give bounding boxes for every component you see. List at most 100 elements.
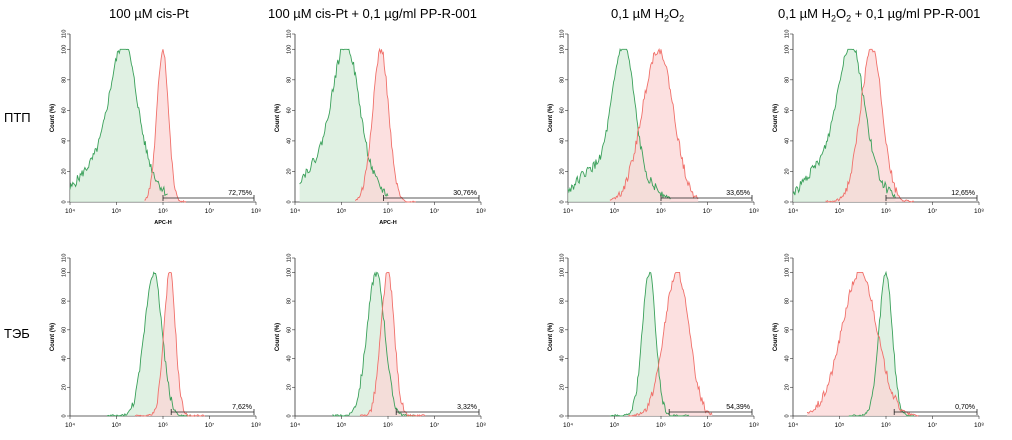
y-tick-label: 60 bbox=[559, 327, 565, 333]
control-histogram-line bbox=[567, 48, 671, 200]
y-tick-label: 60 bbox=[61, 327, 67, 333]
control-histogram-fill bbox=[70, 49, 168, 202]
x-tick-label: 10⁶ bbox=[881, 422, 891, 429]
y-axis-label: Count (%) bbox=[275, 323, 281, 351]
y-tick-label: 20 bbox=[559, 384, 565, 390]
treated-histogram-line bbox=[609, 47, 699, 201]
y-tick-label: 40 bbox=[559, 355, 565, 361]
y-tick-label: 110 bbox=[61, 30, 67, 39]
x-tick-label: 10⁴ bbox=[290, 422, 300, 429]
x-tick-label: 10⁵ bbox=[112, 208, 122, 215]
treated-histogram-line bbox=[134, 271, 205, 417]
histogram-panel bbox=[565, 257, 755, 419]
treated-histogram-line bbox=[355, 47, 417, 203]
y-axis-label: Count (%) bbox=[548, 104, 554, 132]
y-tick-label: 0 bbox=[61, 414, 67, 417]
x-tick-label: 10⁶ bbox=[383, 208, 393, 215]
treated-histogram-line bbox=[825, 48, 915, 203]
y-tick-label: 0 bbox=[784, 200, 790, 203]
x-tick-label: 10⁷ bbox=[703, 208, 713, 215]
y-tick-label: 100 bbox=[61, 45, 67, 54]
histogram-panel bbox=[292, 33, 482, 205]
x-tick-label: 10⁴ bbox=[563, 208, 573, 215]
y-tick-label: 80 bbox=[61, 77, 67, 83]
y-axis-label: Count (%) bbox=[275, 104, 281, 132]
y-tick-label: 0 bbox=[559, 200, 565, 203]
column-title-cispt-pp: 100 µM cis-Pt + 0,1 µg/ml PP-R-001 bbox=[268, 6, 477, 21]
histogram-panel bbox=[565, 33, 755, 205]
x-axis-label: APC-H bbox=[379, 220, 396, 226]
x-tick-label: 10⁷ bbox=[205, 422, 215, 429]
y-tick-label: 60 bbox=[286, 107, 292, 113]
control-histogram-line bbox=[332, 271, 416, 417]
x-tick-label: 10⁴ bbox=[563, 422, 573, 429]
control-histogram-line bbox=[299, 48, 389, 197]
x-tick-label: 10⁸ bbox=[749, 208, 759, 215]
control-histogram-fill bbox=[848, 272, 914, 416]
y-axis-label: Count (%) bbox=[50, 104, 56, 132]
row-label-ptp: ПТП bbox=[4, 110, 31, 125]
y-tick-label: 80 bbox=[784, 77, 790, 83]
y-tick-label: 20 bbox=[286, 168, 292, 174]
y-tick-label: 100 bbox=[784, 45, 790, 54]
y-tick-label: 20 bbox=[559, 168, 565, 174]
x-tick-label: 10⁸ bbox=[251, 208, 261, 215]
treated-histogram-fill bbox=[609, 49, 699, 202]
histogram-panel bbox=[67, 33, 257, 205]
y-tick-label: 20 bbox=[61, 168, 67, 174]
histogram-panel bbox=[292, 257, 482, 419]
y-tick-label: 110 bbox=[784, 254, 790, 263]
y-tick-label: 100 bbox=[559, 45, 565, 54]
y-tick-label: 80 bbox=[559, 298, 565, 304]
y-tick-label: 110 bbox=[784, 30, 790, 39]
x-tick-label: 10⁷ bbox=[430, 208, 440, 215]
y-tick-label: 110 bbox=[286, 30, 292, 39]
treated-histogram-line bbox=[359, 271, 426, 417]
x-tick-label: 10⁴ bbox=[788, 422, 798, 429]
treated-histogram-line bbox=[144, 49, 187, 203]
x-tick-label: 10⁷ bbox=[928, 422, 938, 429]
control-histogram-fill bbox=[568, 49, 671, 202]
column-title-h2o2: 0,1 µM H2O2 bbox=[611, 6, 685, 24]
treated-histogram-fill bbox=[628, 272, 713, 416]
control-histogram-line bbox=[106, 271, 192, 417]
y-tick-label: 100 bbox=[61, 268, 67, 277]
y-tick-label: 60 bbox=[784, 107, 790, 113]
column-title-h2o2-pp: 0,1 µM H2O2 + 0,1 µg/ml PP-R-001 bbox=[778, 6, 981, 24]
treated-histogram-line bbox=[628, 271, 713, 417]
x-tick-label: 10⁶ bbox=[158, 422, 168, 429]
y-tick-label: 40 bbox=[286, 355, 292, 361]
control-histogram-fill bbox=[609, 272, 689, 416]
y-tick-label: 100 bbox=[559, 268, 565, 277]
x-axis-label: APC-H bbox=[154, 220, 171, 226]
x-tick-label: 10⁵ bbox=[835, 208, 845, 215]
y-tick-label: 60 bbox=[286, 327, 292, 333]
column-title-cispt: 100 µM cis-Pt bbox=[109, 6, 189, 21]
histogram-panel bbox=[67, 257, 257, 419]
gate-percent-label: 12,65% bbox=[951, 190, 975, 197]
y-tick-label: 80 bbox=[61, 298, 67, 304]
y-tick-label: 20 bbox=[61, 384, 67, 390]
y-tick-label: 40 bbox=[61, 138, 67, 144]
y-tick-label: 40 bbox=[784, 355, 790, 361]
x-tick-label: 10⁸ bbox=[476, 422, 486, 429]
row-label-teb: ТЭБ bbox=[4, 326, 30, 341]
x-tick-label: 10⁵ bbox=[835, 422, 845, 429]
x-tick-label: 10⁴ bbox=[65, 208, 75, 215]
treated-histogram-line bbox=[806, 271, 919, 417]
y-tick-label: 110 bbox=[61, 254, 67, 263]
x-tick-label: 10⁸ bbox=[251, 422, 261, 429]
y-axis-label: Count (%) bbox=[773, 104, 779, 132]
x-tick-label: 10⁶ bbox=[158, 208, 168, 215]
y-tick-label: 60 bbox=[784, 327, 790, 333]
y-tick-label: 100 bbox=[286, 45, 292, 54]
x-tick-label: 10⁴ bbox=[788, 208, 798, 215]
gate-percent-label: 7,62% bbox=[232, 404, 252, 411]
x-tick-label: 10⁸ bbox=[476, 208, 486, 215]
y-tick-label: 0 bbox=[784, 414, 790, 417]
treated-histogram-fill bbox=[806, 272, 919, 416]
treated-histogram-fill bbox=[825, 49, 914, 202]
gate-percent-label: 72,75% bbox=[228, 190, 252, 197]
y-tick-label: 40 bbox=[286, 138, 292, 144]
